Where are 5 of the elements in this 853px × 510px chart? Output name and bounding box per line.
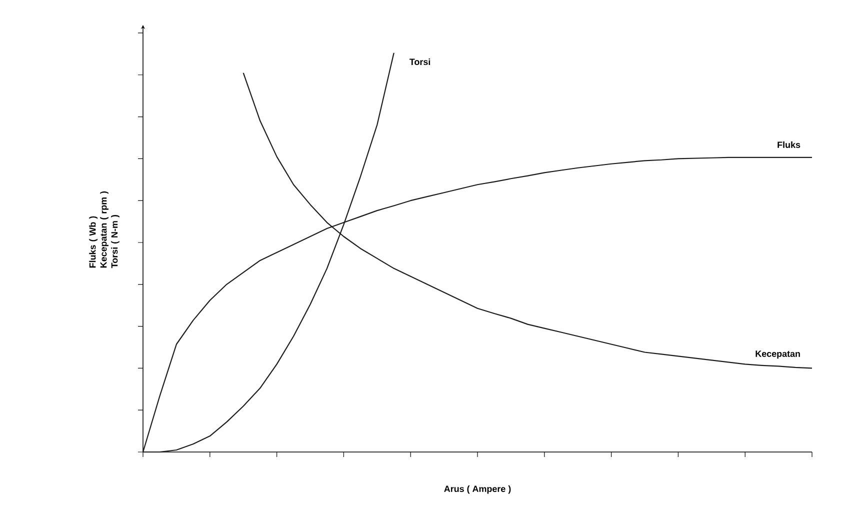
y-axis-title: Fluks ( Wb ) Kecepatan ( rpm ) Torsi ( N-m ) (89, 191, 120, 268)
series-label: Kecepatan (756, 350, 800, 359)
series-label: Torsi (409, 58, 430, 66)
x-axis-title: Arus ( Ampere ) (444, 485, 511, 494)
series-label: Fluks (778, 141, 800, 148)
